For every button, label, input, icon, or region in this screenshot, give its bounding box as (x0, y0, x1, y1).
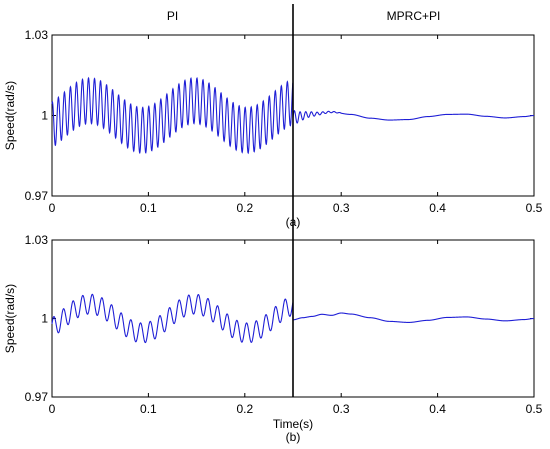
x-tick-label: 0.4 (429, 201, 446, 215)
panel-label: (b) (286, 430, 301, 444)
y-tick-label: 0.97 (25, 390, 49, 404)
x-tick-label: 0.2 (236, 402, 253, 416)
regime-label-pi: PI (167, 9, 178, 23)
x-tick-label: 0.2 (236, 201, 253, 215)
panel-a: 0 0.1 0.2 0.3 0.4 0.50.9711.03Speed(rad/s)(a)… (3, 9, 543, 229)
y-tick-label: 1.03 (25, 233, 49, 247)
x-tick-label: 0 (49, 402, 56, 416)
y-tick-label: 1 (41, 109, 48, 123)
y-tick-label: 1 (41, 312, 48, 326)
x-tick-label: 0.1 (140, 201, 157, 215)
y-axis-label: Speed(rad/s) (3, 81, 17, 150)
x-axis-label: Time(s) (273, 417, 313, 431)
panel-b: 0 0.1 0.2 0.3 0.4 0.5 0.97 1 1.03 Speed(rad/s) Tim… (3, 233, 543, 444)
x-tick-label: 0.5 (526, 402, 543, 416)
y-axis-label: Speed(rad/s) (3, 284, 17, 353)
x-tick-label: 0.3 (333, 201, 350, 215)
regime-label-mprc-pi: MPRC+PI (387, 9, 441, 23)
x-tick-label: 0.5 (526, 201, 543, 215)
x-tick-label: 0.3 (333, 402, 350, 416)
x-tick-label: 0.4 (429, 402, 446, 416)
y-tick-label: 1.03 (25, 28, 49, 42)
x-tick-label: 0 (49, 201, 56, 215)
y-tick-label: 0.97 (25, 189, 49, 203)
x-tick-label: 0.1 (140, 402, 157, 416)
